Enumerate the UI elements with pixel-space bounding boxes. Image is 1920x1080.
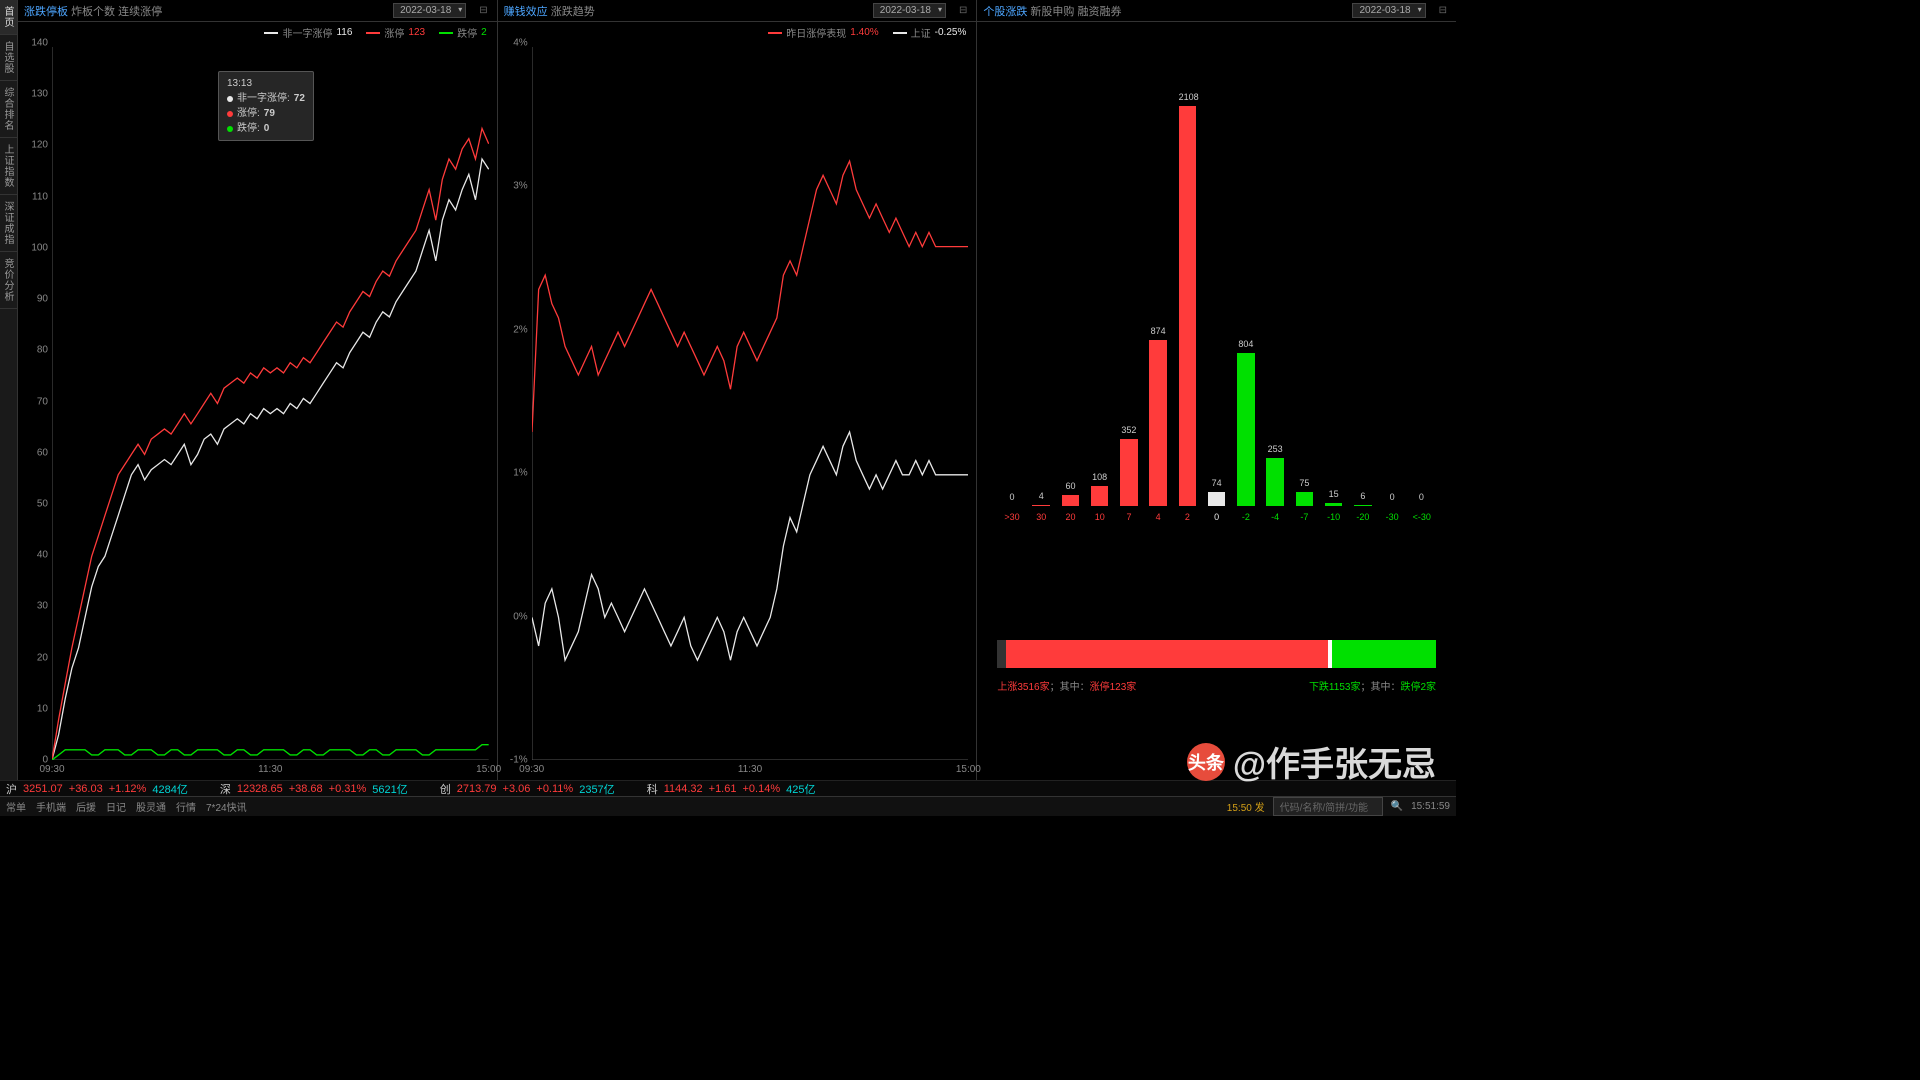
tab[interactable]: 炸板个数	[71, 6, 115, 18]
sidebar-item[interactable]: 综合排名	[0, 81, 17, 138]
bar: 352	[1120, 439, 1138, 506]
bar: 74	[1208, 492, 1226, 506]
tab[interactable]: 涨跌停板	[24, 6, 68, 18]
chart-tooltip: 13:13非一字涨停: 72涨停: 79跌停: 0	[218, 71, 314, 141]
bar: 75	[1296, 492, 1314, 506]
bar: 804	[1237, 353, 1255, 506]
sidebar-item[interactable]: 深证成指	[0, 195, 17, 252]
bar: 6	[1354, 505, 1372, 506]
tab[interactable]: 个股涨跌	[983, 6, 1027, 18]
up-down-ratio-bar	[997, 640, 1436, 668]
bottombar-item[interactable]: 后援	[76, 803, 96, 814]
legend-item: 上证 -0.25%	[893, 25, 967, 40]
panel2-legend: 昨日涨停表现 1.40% 上证 -0.25%	[498, 22, 977, 43]
bar: 2108	[1179, 106, 1197, 506]
down-count: 下跌1153家	[1309, 682, 1361, 693]
sidebar-item[interactable]: 首页	[0, 0, 17, 35]
clock: 15:51:59	[1411, 801, 1450, 812]
collapse-icon[interactable]: ⊟	[1436, 5, 1450, 16]
index-ticker: 沪3251.07+36.03+1.12%4284亿深12328.65+38.68…	[0, 780, 1456, 796]
panel-money-effect: 赚钱效应 涨跌趋势 2022-03-18 ⊟ 昨日涨停表现 1.40% 上证 -0…	[498, 0, 978, 780]
tab[interactable]: 融资融券	[1077, 6, 1121, 18]
bottombar-item[interactable]: 行情	[176, 803, 196, 814]
sidebar-item[interactable]: 竞价分析	[0, 252, 17, 309]
bar: 60	[1062, 495, 1080, 506]
sidebar: 首页自选股综合排名上证指数深证成指竞价分析	[0, 0, 18, 780]
panel1-header: 涨跌停板 炸板个数 连续涨停 2022-03-18 ⊟	[18, 0, 497, 22]
bottom-bar: 常单手机端后援日记股灵通行情 7*24快讯 15:50 发 代码/名称/简拼/功能…	[0, 796, 1456, 816]
bottombar-item[interactable]: 常单	[6, 803, 26, 814]
bar: 4	[1032, 505, 1050, 506]
date-picker[interactable]: 2022-03-18	[1352, 3, 1425, 18]
tab[interactable]: 连续涨停	[118, 6, 162, 18]
bar: 108	[1091, 486, 1109, 506]
panel2-header: 赚钱效应 涨跌趋势 2022-03-18 ⊟	[498, 0, 977, 22]
up-count: 上涨3516家	[997, 682, 1049, 693]
sidebar-item[interactable]: 上证指数	[0, 138, 17, 195]
tab[interactable]: 新股申购	[1030, 6, 1074, 18]
bar: 874	[1149, 340, 1167, 506]
tab[interactable]: 赚钱效应	[504, 6, 548, 18]
date-picker[interactable]: 2022-03-18	[873, 3, 946, 18]
panel-stock-updown: 个股涨跌 新股申购 融资融券 2022-03-18 ⊟ 0>3043060201…	[977, 0, 1456, 780]
panel1-chart: 0102030405060708090100110120130140 09:30…	[18, 43, 497, 780]
panel1-legend: 非一字涨停 116 涨停 123 跌停 2	[18, 22, 497, 43]
distribution-bar-chart: 0>304306020108103527874421082740804-2253…	[997, 100, 1436, 540]
panel-limit-board: 涨跌停板 炸板个数 连续涨停 2022-03-18 ⊟ 非一字涨停 116 涨停 …	[18, 0, 498, 780]
bottombar-item[interactable]: 手机端	[36, 803, 66, 814]
bar: 15	[1325, 503, 1343, 506]
search-input[interactable]: 代码/名称/简拼/功能	[1273, 797, 1383, 816]
bottombar-item[interactable]: 7*24快讯	[206, 803, 247, 814]
collapse-icon[interactable]: ⊟	[956, 5, 970, 16]
ratio-labels: 上涨3516家；其中：涨停123家 下跌1153家；其中：跌停2家	[997, 678, 1436, 693]
bottombar-item[interactable]: 日记	[106, 803, 126, 814]
date-picker[interactable]: 2022-03-18	[393, 3, 466, 18]
search-icon[interactable]: 🔍	[1391, 801, 1403, 812]
sidebar-item[interactable]: 自选股	[0, 35, 17, 81]
legend-item: 昨日涨停表现 1.40%	[768, 25, 878, 40]
bottombar-item[interactable]: 股灵通	[136, 803, 166, 814]
time-label: 15:50 发	[1227, 799, 1265, 814]
panel3-header: 个股涨跌 新股申购 融资融券 2022-03-18 ⊟	[977, 0, 1456, 22]
tab[interactable]: 涨跌趋势	[551, 6, 595, 18]
bar: 253	[1266, 458, 1284, 506]
collapse-icon[interactable]: ⊟	[476, 5, 490, 16]
panel2-chart: -1%0%1%2%3%4% 09:3011:3015:00	[498, 43, 977, 780]
legend-item: 非一字涨停 116	[264, 25, 352, 40]
legend-item: 涨停 123	[366, 25, 425, 40]
legend-item: 跌停 2	[439, 25, 487, 40]
main: 涨跌停板 炸板个数 连续涨停 2022-03-18 ⊟ 非一字涨停 116 涨停 …	[18, 0, 1456, 780]
